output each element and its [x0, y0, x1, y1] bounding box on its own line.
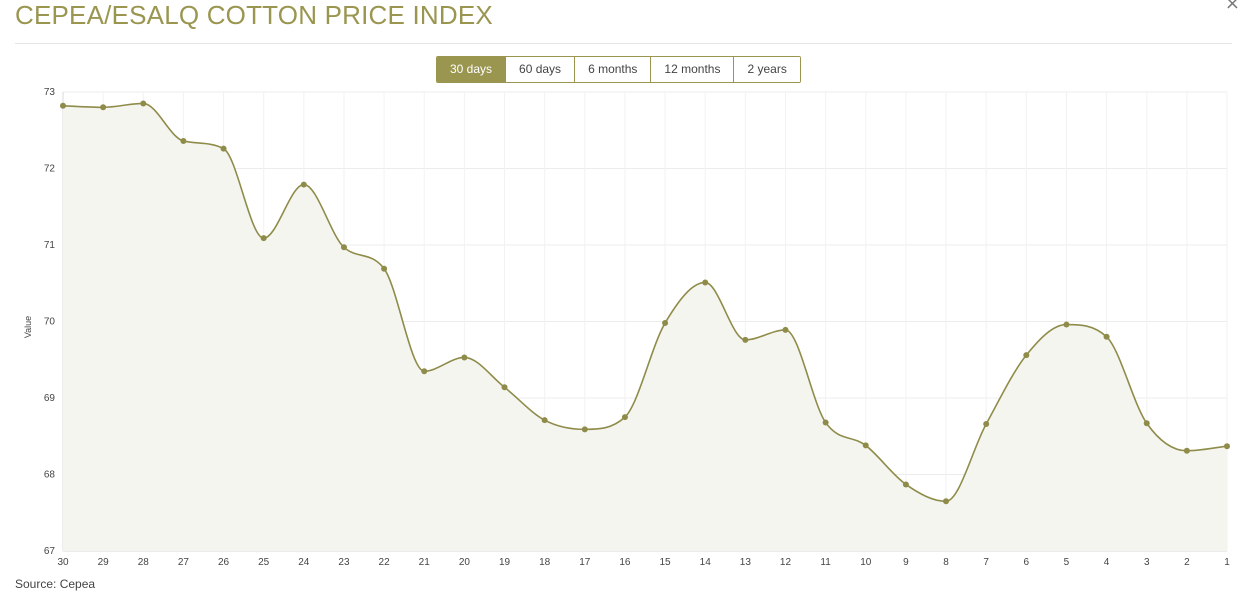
data-point[interactable] [340, 244, 347, 251]
data-point[interactable] [461, 354, 468, 361]
data-point[interactable] [501, 384, 508, 391]
y-axis-label: Value [23, 316, 33, 338]
data-point[interactable] [902, 481, 909, 488]
data-point[interactable] [1063, 321, 1070, 328]
x-tick-label: 20 [459, 557, 471, 568]
close-icon[interactable]: × [1224, 0, 1240, 14]
data-point[interactable] [581, 426, 588, 433]
data-point[interactable] [742, 336, 749, 343]
series-area [63, 103, 1227, 551]
x-tick-label: 13 [740, 557, 752, 568]
x-tick-label: 1 [1224, 557, 1230, 568]
x-tick-label: 17 [579, 557, 591, 568]
data-point[interactable] [220, 145, 227, 152]
x-tick-label: 7 [983, 557, 989, 568]
data-point[interactable] [1103, 333, 1110, 340]
x-tick-label: 23 [338, 557, 350, 568]
page-title: CEPEA/ESALQ COTTON PRICE INDEX [15, 0, 493, 30]
x-tick-label: 5 [1064, 557, 1070, 568]
y-tick-label: 69 [44, 393, 56, 404]
data-point[interactable] [1224, 443, 1230, 450]
x-tick-label: 16 [619, 557, 631, 568]
data-point[interactable] [1143, 420, 1150, 427]
x-tick-label: 21 [419, 557, 431, 568]
x-tick-label: 29 [98, 557, 110, 568]
x-tick-label: 12 [780, 557, 792, 568]
x-tick-label: 2 [1184, 557, 1190, 568]
y-tick-label: 71 [44, 240, 56, 251]
x-tick-label: 3 [1144, 557, 1150, 568]
x-tick-label: 24 [298, 557, 310, 568]
y-tick-label: 68 [44, 470, 56, 481]
y-tick-label: 73 [44, 87, 56, 98]
range-button-6-months[interactable]: 6 months [575, 57, 652, 82]
data-point[interactable] [983, 421, 990, 428]
data-point[interactable] [140, 100, 147, 107]
x-tick-label: 14 [700, 557, 712, 568]
data-point[interactable] [822, 419, 829, 426]
range-button-2-years[interactable]: 2 years [734, 57, 800, 82]
x-tick-label: 8 [943, 557, 949, 568]
x-tick-label: 26 [218, 557, 230, 568]
data-point[interactable] [943, 498, 950, 505]
data-point[interactable] [300, 181, 307, 188]
x-axis: 30 29 28 27 26 25 24 23 22 21 20 19 18 17 16 15 14 13 12 11… [57, 557, 1230, 568]
data-point[interactable] [862, 442, 869, 449]
x-tick-label: 10 [860, 557, 872, 568]
data-point[interactable] [702, 279, 709, 286]
x-tick-label: 18 [539, 557, 551, 568]
range-button-30-days[interactable]: 30 days [437, 57, 507, 82]
data-point[interactable] [180, 137, 187, 144]
data-point[interactable] [100, 104, 107, 111]
data-point[interactable] [260, 235, 267, 242]
data-point[interactable] [421, 368, 428, 375]
x-tick-label: 27 [178, 557, 190, 568]
header-divider [15, 43, 1232, 44]
y-tick-label: 70 [44, 317, 56, 328]
data-point[interactable] [662, 320, 669, 327]
source-note: Source: Cepea [15, 577, 96, 591]
y-tick-label: 72 [44, 164, 56, 175]
x-tick-label: 15 [660, 557, 672, 568]
x-tick-label: 11 [820, 557, 831, 568]
x-tick-label: 25 [258, 557, 270, 568]
range-selector: 30 days 60 days 6 months 12 months 2 yea… [436, 56, 801, 83]
x-tick-label: 19 [499, 557, 511, 568]
data-point[interactable] [621, 414, 628, 421]
x-tick-label: 6 [1024, 557, 1030, 568]
range-button-60-days[interactable]: 60 days [506, 57, 576, 82]
range-button-12-months[interactable]: 12 months [651, 57, 735, 82]
x-tick-label: 28 [138, 557, 150, 568]
data-point[interactable] [60, 102, 66, 109]
data-point[interactable] [541, 417, 548, 424]
y-axis: 67 68 69 70 71 72 73 [44, 87, 56, 557]
data-point[interactable] [381, 265, 388, 272]
x-tick-label: 22 [379, 557, 391, 568]
x-tick-label: 4 [1104, 557, 1110, 568]
y-tick-label: 67 [44, 546, 56, 557]
data-point[interactable] [1023, 352, 1030, 359]
x-tick-label: 9 [903, 557, 909, 568]
x-tick-label: 30 [57, 557, 69, 568]
series-points [60, 100, 1230, 505]
data-point[interactable] [1183, 447, 1190, 454]
data-point[interactable] [782, 326, 789, 333]
